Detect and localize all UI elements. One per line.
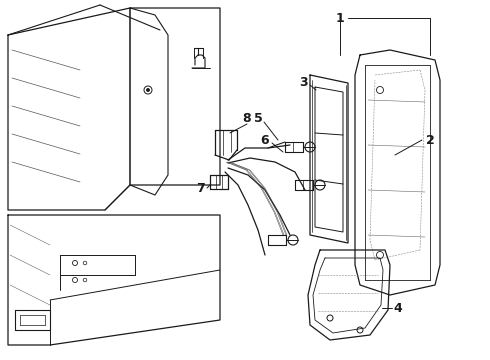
- Circle shape: [147, 89, 149, 91]
- Text: 6: 6: [261, 134, 270, 147]
- Text: 3: 3: [299, 76, 307, 89]
- Text: 2: 2: [426, 134, 434, 147]
- Text: 4: 4: [393, 302, 402, 315]
- Text: 1: 1: [336, 12, 344, 24]
- Text: 5: 5: [254, 112, 262, 125]
- Text: 8: 8: [243, 112, 251, 125]
- Text: 7: 7: [196, 181, 204, 194]
